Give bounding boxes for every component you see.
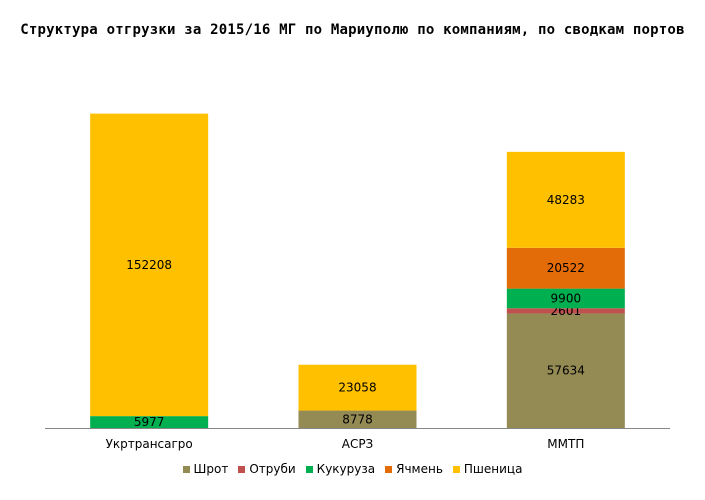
data-label: 48283 <box>547 193 585 207</box>
legend-item: Кукуруза <box>305 462 376 476</box>
bar-segment <box>506 288 625 309</box>
legend-swatch <box>238 465 246 473</box>
data-label: 20522 <box>547 261 585 275</box>
bar-segment <box>506 151 625 248</box>
data-label: 9900 <box>551 291 582 305</box>
legend-swatch <box>305 465 313 473</box>
data-label: 23058 <box>338 381 376 395</box>
bar-segment <box>298 364 417 411</box>
bar-segment <box>298 410 417 428</box>
legend-item: Шрот <box>182 462 229 476</box>
legend-swatch <box>385 465 393 473</box>
legend-label: Ячмень <box>396 462 443 476</box>
x-tick-label: АСРЗ <box>342 437 374 451</box>
data-label: 5977 <box>134 415 165 429</box>
legend-item: Отруби <box>238 462 296 476</box>
legend: Шрот Отруби Кукуруза Ячмень Пшеница <box>0 462 705 476</box>
legend-swatch <box>452 465 460 473</box>
bar-segment <box>506 313 625 428</box>
x-tick-label: Укртрансагро <box>106 437 193 451</box>
bar-segment <box>90 416 209 428</box>
legend-item: Пшеница <box>452 462 523 476</box>
data-label: 8778 <box>342 412 373 426</box>
data-label: 152208 <box>126 258 172 272</box>
data-label: 57634 <box>547 364 585 378</box>
bar-segment <box>506 247 625 289</box>
x-tick-label: ММТП <box>547 437 584 451</box>
legend-label: Отруби <box>249 462 296 476</box>
legend-label: Пшеница <box>463 462 523 476</box>
bar-segment <box>90 113 209 417</box>
legend-item: Ячмень <box>385 462 443 476</box>
chart-title: Структура отгрузки за 2015/16 МГ по Мари… <box>20 22 685 38</box>
legend-swatch <box>182 465 190 473</box>
legend-label: Шрот <box>193 462 229 476</box>
legend-label: Кукуруза <box>316 462 376 476</box>
bar-segment <box>506 308 625 314</box>
